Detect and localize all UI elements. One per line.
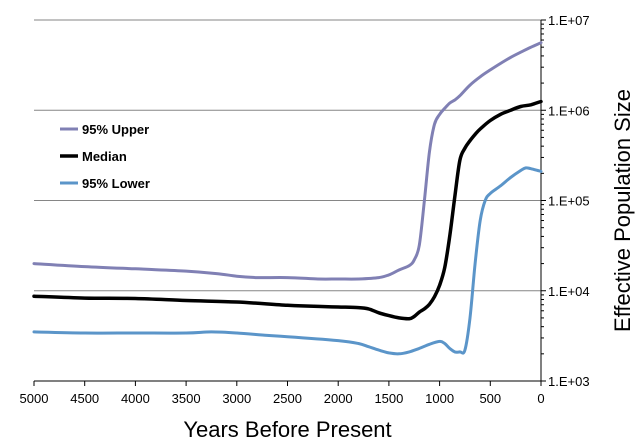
x-tick-label: 2500 [273,391,302,406]
x-tick-label: 0 [537,391,544,406]
x-tick-label: 1500 [374,391,403,406]
y-tick-label: 1.E+04 [548,284,590,299]
series-line-upper [32,41,543,281]
series [32,41,543,356]
series-line-lower [32,166,543,356]
legend-label-lower: 95% Lower [82,176,150,191]
y-tick-label: 1.E+05 [548,194,590,209]
x-tick-label: 4500 [70,391,99,406]
grid [34,19,541,292]
y-tick-label: 1.E+07 [548,13,590,28]
series-line-median [32,99,543,321]
y-tick-label: 1.E+06 [548,103,590,118]
x-tick-label: 3500 [172,391,201,406]
legend-label-upper: 95% Upper [82,122,149,137]
legend: 95% Upper Median 95% Lower [60,122,150,191]
x-tick-label: 1000 [425,391,454,406]
y-tick-label: 1.E+03 [548,374,590,389]
x-tick-label: 3000 [222,391,251,406]
x-tick-label: 2000 [324,391,353,406]
legend-label-median: Median [82,149,127,164]
x-tick-label: 5000 [20,391,49,406]
x-tick-label: 500 [479,391,501,406]
axes [33,19,546,386]
y-axis-title: Effective Population Size [610,89,635,332]
x-tick-label: 4000 [121,391,150,406]
x-axis-title: Years Before Present [183,417,391,442]
